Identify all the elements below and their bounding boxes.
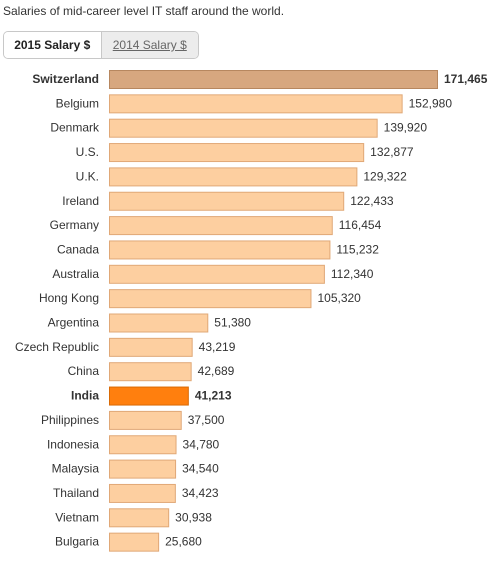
value-label-denmark: 139,920: [384, 121, 428, 135]
category-label-u-s: U.S.: [76, 145, 99, 159]
category-label-bulgaria: Bulgaria: [55, 535, 99, 549]
category-label-thailand: Thailand: [53, 486, 99, 500]
category-label-australia: Australia: [52, 267, 99, 281]
value-label-argentina: 51,380: [214, 316, 251, 330]
bar-canada[interactable]: [109, 240, 331, 260]
value-label-indonesia: 34,780: [183, 437, 220, 451]
value-label-thailand: 34,423: [182, 486, 219, 500]
value-label-belgium: 152,980: [409, 96, 453, 110]
bar-india[interactable]: [109, 386, 189, 406]
bar-czech-republic[interactable]: [109, 337, 193, 357]
value-label-philippines: 37,500: [188, 413, 225, 427]
category-label-ireland: Ireland: [62, 194, 99, 208]
bar-vietnam[interactable]: [109, 508, 170, 528]
value-label-malaysia: 34,540: [182, 462, 219, 476]
bar-hong-kong[interactable]: [109, 289, 312, 309]
bar-argentina[interactable]: [109, 313, 209, 333]
bar-philippines[interactable]: [109, 410, 182, 430]
bar-germany[interactable]: [109, 216, 333, 236]
value-label-czech-republic: 43,219: [199, 340, 236, 354]
category-label-switzerland: Switzerland: [32, 72, 99, 86]
bar-malaysia[interactable]: [109, 459, 177, 479]
bar-indonesia[interactable]: [109, 435, 177, 455]
bar-u-k[interactable]: [109, 167, 358, 187]
bar-bulgaria[interactable]: [109, 532, 160, 552]
bar-ireland[interactable]: [109, 191, 345, 211]
category-label-philippines: Philippines: [41, 413, 99, 427]
value-label-australia: 112,340: [331, 267, 374, 281]
value-label-vietnam: 30,938: [175, 510, 212, 524]
value-label-u-s: 132,877: [370, 145, 414, 159]
value-label-u-k: 129,322: [363, 169, 407, 183]
category-label-malaysia: Malaysia: [52, 462, 100, 476]
bar-denmark[interactable]: [109, 118, 378, 138]
value-label-canada: 115,232: [336, 242, 379, 256]
salary-bar-chart: Switzerland 171,465 Belgium 152,980 Denmark 1…: [15, 70, 488, 552]
category-label-india: India: [71, 389, 99, 403]
category-label-u-k: U.K.: [76, 169, 99, 183]
value-label-germany: 116,454: [339, 218, 382, 232]
chart-subtitle: Salaries of mid-career level IT staff ar…: [3, 4, 285, 18]
category-label-china: China: [68, 364, 100, 378]
bar-thailand[interactable]: [109, 483, 176, 503]
category-label-germany: Germany: [50, 218, 99, 232]
bar-belgium[interactable]: [109, 94, 403, 114]
value-label-china: 42,689: [198, 364, 235, 378]
category-label-canada: Canada: [57, 242, 99, 256]
year-tabs: 2015 Salary $ 2014 Salary $: [3, 31, 199, 59]
bar-china[interactable]: [109, 362, 192, 382]
category-label-belgium: Belgium: [56, 96, 99, 110]
bar-switzerland[interactable]: [109, 70, 438, 89]
value-label-india: 41,213: [195, 389, 232, 403]
tab-2014-salary[interactable]: 2014 Salary $: [101, 32, 198, 58]
value-label-bulgaria: 25,680: [165, 535, 202, 549]
value-label-switzerland: 171,465: [444, 72, 488, 86]
category-label-argentina: Argentina: [48, 316, 100, 330]
category-label-indonesia: Indonesia: [47, 437, 99, 451]
category-label-vietnam: Vietnam: [55, 510, 99, 524]
category-label-hong-kong: Hong Kong: [39, 291, 99, 305]
value-label-hong-kong: 105,320: [317, 291, 361, 305]
tab-2015-salary[interactable]: 2015 Salary $: [4, 32, 102, 58]
bar-australia[interactable]: [109, 264, 325, 284]
category-label-czech-republic: Czech Republic: [15, 340, 99, 354]
bar-u-s[interactable]: [109, 143, 365, 163]
value-label-ireland: 122,433: [350, 194, 394, 208]
category-label-denmark: Denmark: [50, 121, 100, 135]
